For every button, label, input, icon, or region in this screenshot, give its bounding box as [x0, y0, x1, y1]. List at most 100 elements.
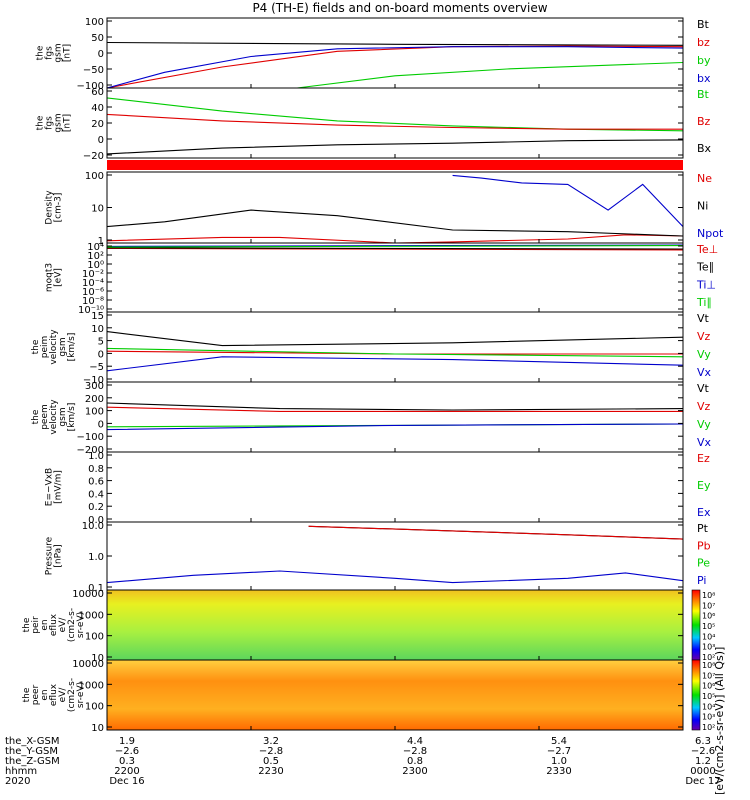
y-tick-label: 15 [91, 311, 104, 322]
y-axis-label: (cm2-s- [67, 678, 77, 712]
y-tick-label: 100 [85, 17, 104, 28]
y-tick-label: 1 [98, 236, 104, 247]
legend-entry: Npot [697, 227, 724, 240]
footer-value: 3.2 [263, 736, 279, 747]
series-line-bx [106, 46, 684, 89]
y-tick-label: 0.2 [88, 502, 104, 513]
panel-frame [106, 242, 684, 313]
y-tick-label: 10 [91, 324, 104, 335]
colorbar-tick-label: 10³ [702, 643, 715, 652]
y-tick-label: 100 [85, 171, 104, 182]
y-axis-label: peer [31, 684, 41, 705]
y-tick-label: 1000 [79, 610, 104, 621]
y-tick-label: 200 [85, 394, 104, 405]
plot-title: P4 (TH-E) fields and on-board moments ov… [252, 1, 547, 15]
panel-density: 100 10 1 Density [cm-3] Ne Ni Npot [45, 171, 724, 247]
y-axis-label: sr-eV) [76, 682, 86, 708]
footer-value: 0.8 [407, 756, 423, 767]
panel-frame [106, 521, 684, 591]
legend-entry: Te⊥ [696, 243, 718, 256]
legend-entry: Vz [697, 330, 711, 343]
quality-flag-bar [107, 160, 683, 170]
y-axis-label: en [40, 689, 50, 700]
y-tick-label: 0.1 [88, 583, 104, 594]
y-tick-label: 300 [85, 381, 104, 392]
series-line-Ti⊥ [106, 244, 684, 247]
panel-frame [106, 311, 684, 383]
y-tick-label: 100 [85, 632, 104, 643]
panel-frame [106, 381, 684, 453]
y-axis-label: E=−VxB [45, 468, 55, 506]
y-axis-label: peir [31, 616, 41, 634]
legend-entry: Vt [697, 312, 710, 325]
series-line-Pb [308, 525, 684, 540]
y-axis-label: moqt3 [45, 263, 55, 292]
legend-entry: Te∥ [696, 261, 714, 274]
colorbar-tick-label: 10⁶ [702, 682, 715, 691]
y-tick-label: 10 [91, 653, 104, 664]
y-tick-label: −20 [83, 151, 104, 162]
legend-entry: Bx [697, 142, 712, 155]
y-axis-label: velocity [49, 399, 59, 435]
legend-entry: Pb [697, 539, 711, 552]
y-axis-label: the [22, 687, 32, 702]
y-axis-label: the [36, 115, 46, 130]
footer-row-label: 2020 [5, 776, 30, 787]
y-tick-label: 10⁰ [87, 260, 104, 271]
colorbar-tick-label: 10⁸ [702, 661, 715, 670]
y-tick-label: 0.0 [88, 515, 104, 526]
footer-value: 1.9 [119, 736, 135, 747]
y-axis-label: peem [40, 404, 50, 430]
series-line-bz [106, 45, 684, 89]
colorbar-tick-label: 10⁴ [702, 702, 715, 711]
footer: the_X-GSMthe_Y-GSMthe_Z-GSMhhmm20201.9−2… [5, 736, 721, 787]
y-axis-label: (cm2-s- [67, 608, 77, 642]
footer-row-label: hhmm [5, 766, 37, 777]
quality-bar [107, 160, 683, 170]
spectrogram-image [107, 590, 683, 660]
y-tick-label: 0 [98, 135, 104, 146]
legend-entry: Ex [697, 506, 711, 519]
y-tick-label: 60 [91, 87, 104, 98]
footer-value: 1.2 [695, 756, 711, 767]
legend-entry: Ni [697, 200, 708, 213]
y-axis-label: eflux [49, 613, 59, 636]
footer-value: 2230 [258, 766, 283, 777]
colorbar-tick-label: 10² [702, 723, 715, 732]
y-axis-label: the [36, 45, 46, 60]
y-tick-label: 10 [91, 723, 104, 734]
y-axis-label: Pressure [45, 536, 55, 575]
colorbar-tick-label: 10⁶ [702, 612, 715, 621]
colorbar [691, 659, 701, 731]
legend-entry: Ey [697, 479, 711, 492]
y-axis-label: [nT] [63, 114, 73, 132]
legend-entry: Pt [697, 522, 709, 535]
y-tick-label: 10⁻⁴ [82, 278, 104, 289]
series-line-Ne [106, 234, 684, 244]
y-axis-label: [nPa] [54, 544, 64, 567]
y-tick-label: 50 [91, 33, 104, 44]
y-tick-label: 10 [91, 204, 104, 215]
y-axis-label: sr-eV) [76, 612, 86, 638]
footer-value: −2.8 [259, 746, 283, 757]
footer-value: Dec 16 [109, 776, 144, 787]
y-tick-label: 1.0 [88, 451, 104, 462]
y-axis-label: the [31, 409, 41, 424]
footer-row-label: the_Y-GSM [5, 746, 58, 757]
legend-entry: Ti⊥ [696, 278, 716, 291]
footer-value: −2.6 [691, 746, 715, 757]
footer-value: 6.3 [695, 736, 711, 747]
y-tick-label: 20 [91, 119, 104, 130]
panel-frame [106, 17, 684, 89]
y-axis-label: eflux [49, 683, 59, 706]
legend-entry: Pi [697, 574, 706, 587]
y-tick-label: 5 [98, 337, 104, 348]
y-tick-label: −200 [77, 445, 104, 456]
panel-pressure: 10.0 1.0 0.1 Pressure [nPa] Pt Pb Pe Pi [45, 521, 711, 601]
colorbar-tick-label: 10⁷ [702, 671, 715, 680]
panel-frame [106, 451, 684, 523]
series-line-Te⊥ [106, 247, 684, 251]
